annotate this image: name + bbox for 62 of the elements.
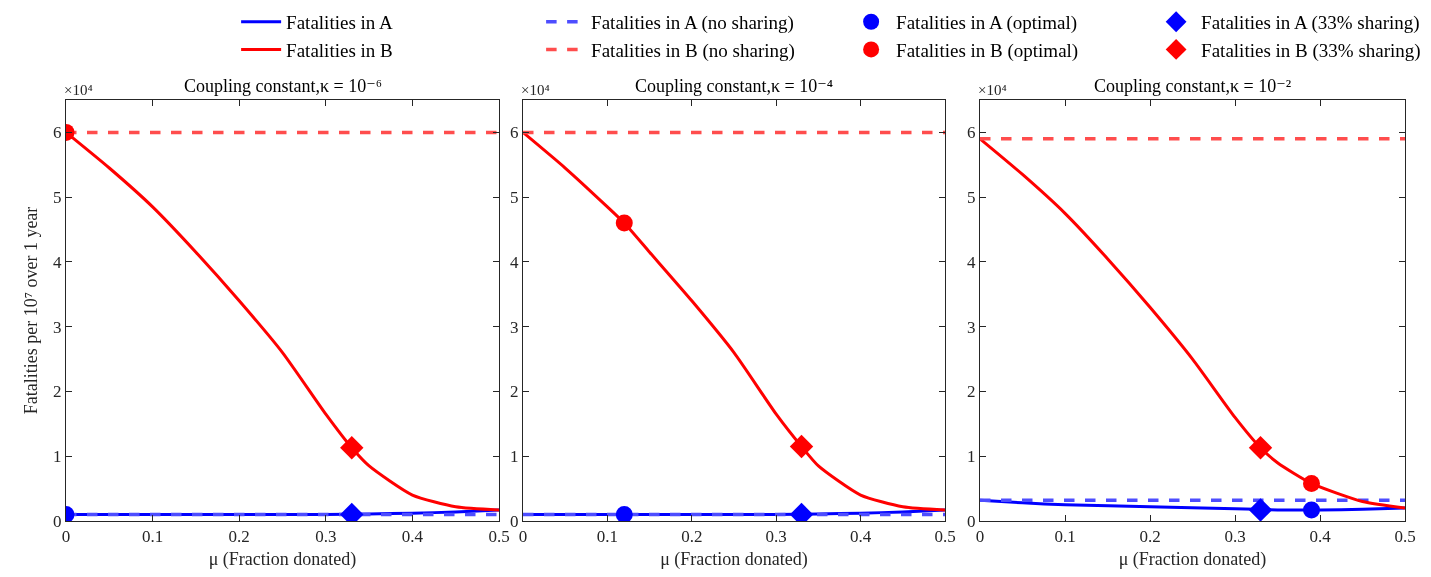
y-axis-title: Fatalities per 10⁷ over 1 year xyxy=(21,206,42,415)
x-tick-label: 0.4 xyxy=(401,527,424,547)
x-tick-label: 0.3 xyxy=(315,527,337,547)
x-tick-label: 0.2 xyxy=(1139,527,1161,547)
y-tick-label: 1 xyxy=(53,447,62,467)
chart-title: Coupling constant,κ = 10⁻⁶ xyxy=(184,76,382,96)
y-tick-label: 5 xyxy=(967,188,976,208)
chart-title: Coupling constant,κ = 10⁻² xyxy=(1094,76,1292,96)
point xyxy=(340,436,364,460)
point xyxy=(1303,474,1320,492)
y-tick-label: 3 xyxy=(510,317,519,337)
x-tick-label: 0.2 xyxy=(228,527,250,547)
y-tick-label: 4 xyxy=(53,252,63,272)
legend-label: Fatalities in B (33% sharing) xyxy=(1201,39,1421,62)
chart-title: Coupling constant,κ = 10⁻⁴ xyxy=(635,76,833,96)
x-tick-label: 0.3 xyxy=(765,527,787,547)
x-tick-label: 0.1 xyxy=(596,527,619,547)
point xyxy=(1303,501,1320,519)
text: ×10⁴ xyxy=(978,82,1007,98)
y-tick-label: 4 xyxy=(510,252,520,272)
point xyxy=(1248,498,1273,521)
y-tick-label: 3 xyxy=(967,317,976,337)
y-tick-label: 6 xyxy=(510,123,519,143)
text: ×10⁴ xyxy=(521,82,550,98)
y-tick-label: 2 xyxy=(53,382,62,402)
point xyxy=(615,506,633,521)
y-tick-label: 2 xyxy=(967,382,976,402)
y-tick-label: 1 xyxy=(967,447,976,467)
point xyxy=(789,434,814,459)
x-axis-title: μ (Fraction donated) xyxy=(1118,548,1267,570)
x-axis-title: μ (Fraction donated) xyxy=(660,548,808,570)
y-tick-label: 0 xyxy=(967,511,976,531)
y-tick-label: 2 xyxy=(510,382,519,402)
legend-label: Fatalities in A (optimal) xyxy=(896,12,1078,35)
legend-label: Fatalities in A (no sharing) xyxy=(591,12,794,35)
y-tick-label: 5 xyxy=(510,188,519,208)
legend-label: Fatalities in A xyxy=(286,12,393,34)
x-tick-label: 0.5 xyxy=(934,527,956,547)
x-tick-label: 0.1 xyxy=(141,527,164,547)
y-tick-label: 0 xyxy=(510,511,519,531)
point xyxy=(1248,436,1273,460)
legend-label: Fatalities in B xyxy=(286,39,393,61)
y-tick-label: 6 xyxy=(53,123,62,143)
y-tick-label: 0 xyxy=(53,511,62,531)
legend-label: Fatalities in A (33% sharing) xyxy=(1201,12,1420,35)
x-tick-label: 0.1 xyxy=(1054,527,1076,547)
x-tick-label: 0.5 xyxy=(1394,527,1416,547)
legend-label: Fatalities in B (no sharing) xyxy=(591,39,795,62)
y-tick-label: 1 xyxy=(510,447,519,467)
x-tick-label: 0.4 xyxy=(849,527,872,547)
point xyxy=(615,214,633,232)
x-axis-title: μ (Fraction donated) xyxy=(208,548,357,570)
x-tick-label: 0.2 xyxy=(681,527,703,547)
y-tick-label: 4 xyxy=(967,252,977,272)
y-tick-label: 3 xyxy=(53,317,62,337)
x-tick-label: 0.3 xyxy=(1224,527,1246,547)
x-tick-label: 0.4 xyxy=(1309,527,1332,547)
y-tick-label: 6 xyxy=(967,123,976,143)
x-tick-label: 0.5 xyxy=(488,527,510,547)
y-tick-label: 5 xyxy=(53,188,62,208)
text: ×10⁴ xyxy=(64,82,93,98)
legend-label: Fatalities in B (optimal) xyxy=(896,39,1079,62)
